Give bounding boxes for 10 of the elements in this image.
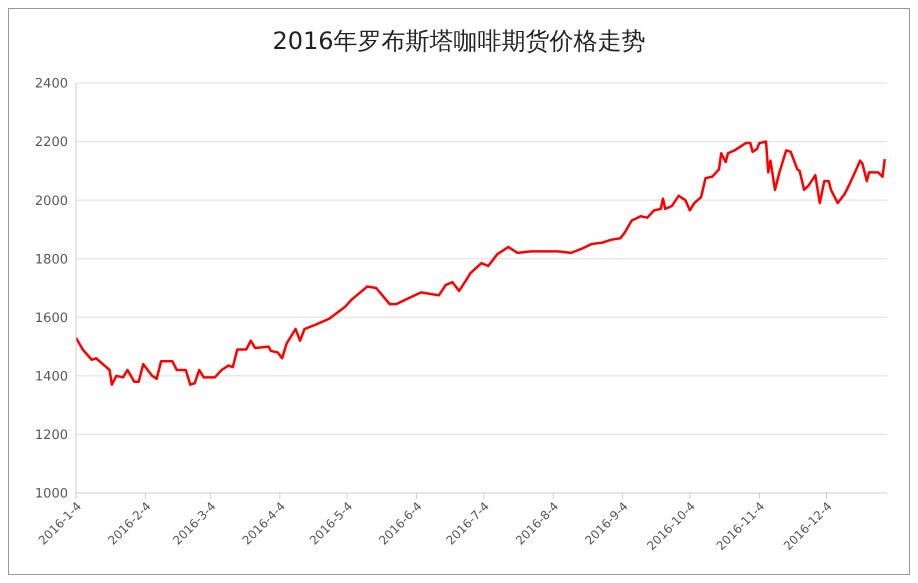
y-tick-label: 1400 [34,369,68,384]
y-tick-label: 2400 [34,76,68,92]
y-tick-label: 2200 [34,135,68,150]
y-tick-label: 1600 [34,310,68,326]
y-tick-label: 1200 [34,428,68,444]
y-tick-label: 2000 [34,194,68,209]
y-tick-label: 1000 [34,486,68,502]
chart-title: 2016年罗布斯塔咖啡期货价格走势 [271,26,647,57]
y-tick-label: 1800 [34,252,68,268]
line-series [76,140,886,386]
